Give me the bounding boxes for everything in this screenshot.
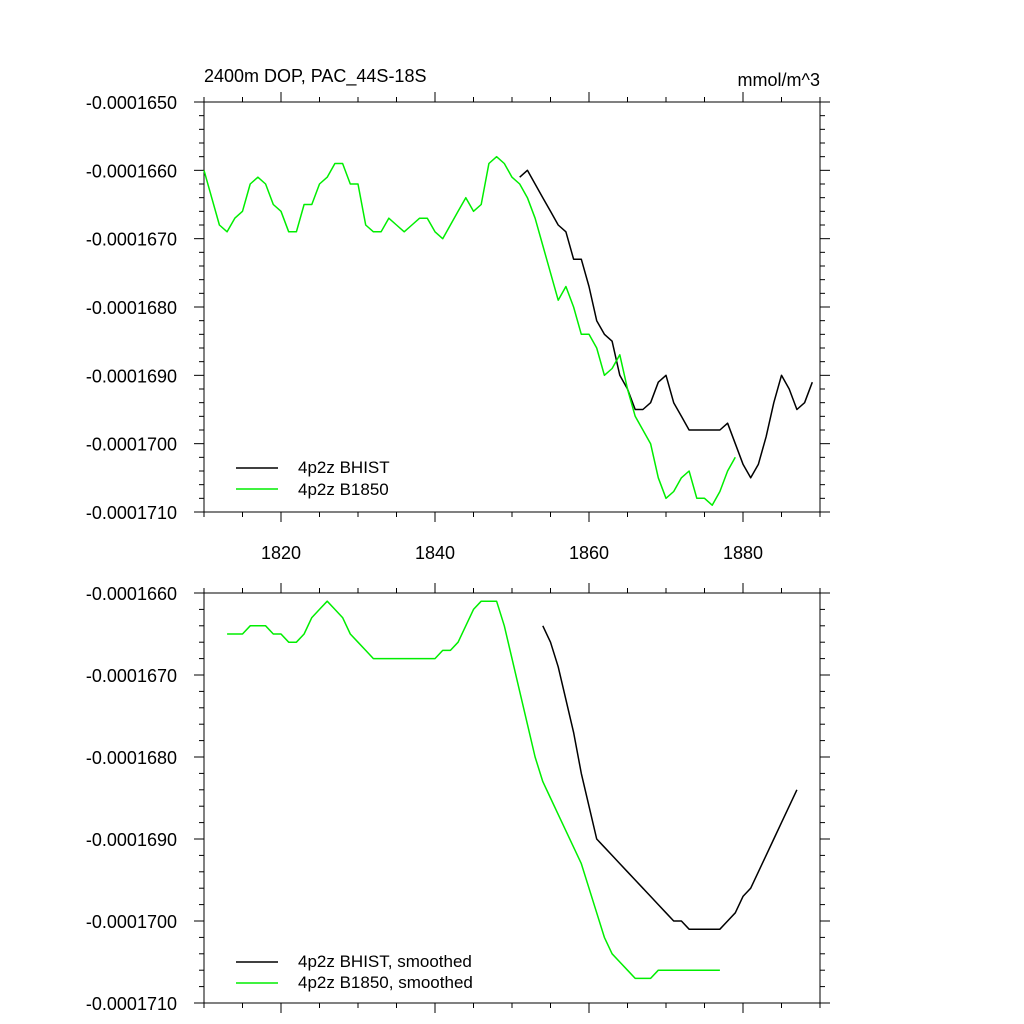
legend-label-b1850-smoothed: 4p2z B1850, smoothed (298, 973, 473, 992)
series-line-4p2z-b1850-smoothed (227, 600, 720, 980)
y-tick-label: -0.0001690 (86, 830, 177, 850)
y-tick-label: -0.0001710 (86, 503, 177, 523)
x-tick-label: 1880 (723, 543, 763, 563)
series-line-4p2z-b1850 (203, 155, 736, 506)
bottom-panel: 4p2z BHIST, smoothed 4p2z B1850, smoothe… (86, 583, 830, 1014)
x-tick-label: 1820 (261, 543, 301, 563)
y-tick-label: -0.0001710 (86, 994, 177, 1014)
y-tick-label: -0.0001670 (86, 230, 177, 250)
y-tick-label: -0.0001680 (86, 298, 177, 318)
x-tick-label: 1860 (569, 543, 609, 563)
series-line-4p2z-bhist-smoothed (542, 625, 798, 930)
y-tick-label: -0.0001700 (86, 912, 177, 932)
legend-label-b1850: 4p2z B1850 (298, 480, 389, 499)
chart-title: 2400m DOP, PAC_44S-18S (204, 66, 426, 87)
y-tick-label: -0.0001650 (86, 93, 177, 113)
x-tick-label: 1840 (415, 543, 455, 563)
units-label: mmol/m^3 (738, 70, 820, 90)
plot-frame (203, 101, 821, 513)
series-line-4p2z-bhist (519, 169, 814, 479)
y-tick-label: -0.0001670 (86, 666, 177, 686)
legend-label-bhist: 4p2z BHIST (298, 458, 390, 477)
y-tick-label: -0.0001690 (86, 366, 177, 386)
y-tick-label: -0.0001700 (86, 435, 177, 455)
y-tick-label: -0.0001680 (86, 748, 177, 768)
top-panel: 2400m DOP, PAC_44S-18S mmol/m^3 4p2z BHI… (86, 66, 830, 563)
y-tick-label: -0.0001660 (86, 161, 177, 181)
y-tick-label: -0.0001660 (86, 584, 177, 604)
plot-frame (203, 592, 821, 1004)
legend-label-bhist-smoothed: 4p2z BHIST, smoothed (298, 952, 472, 971)
